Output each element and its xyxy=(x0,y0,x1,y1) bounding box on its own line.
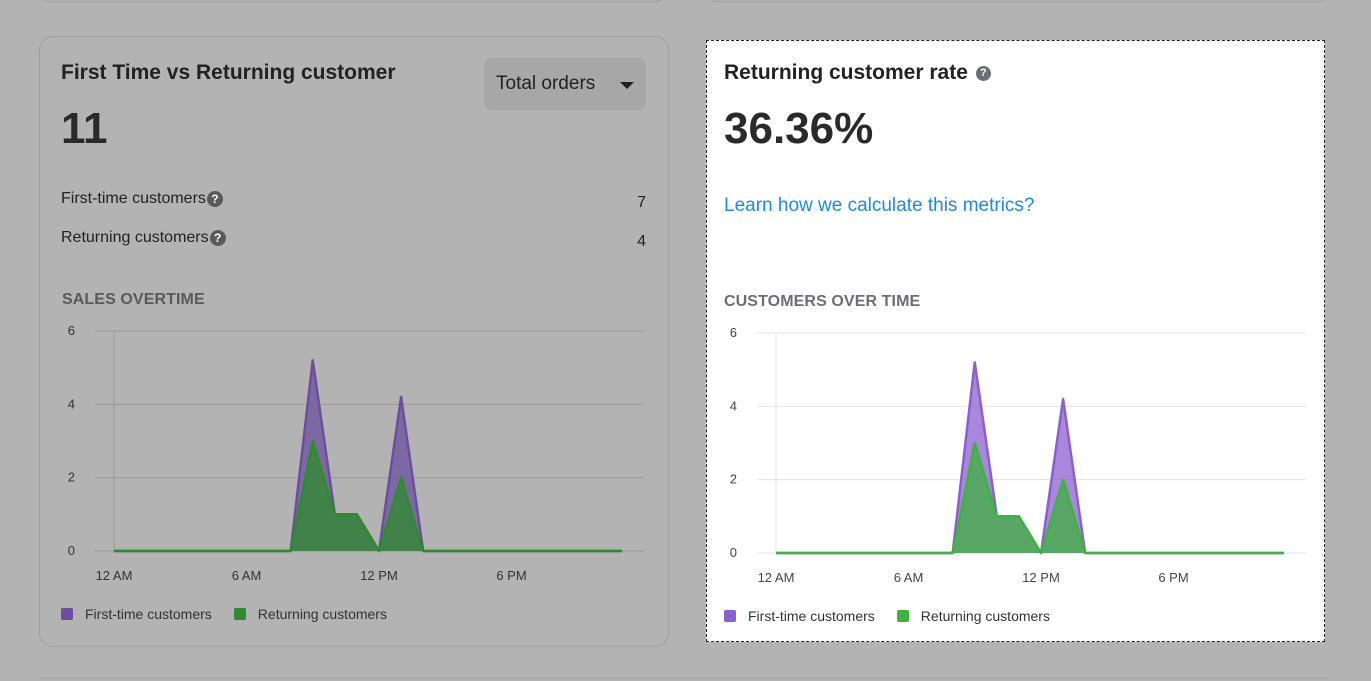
x-tick-label: 6 PM xyxy=(1158,570,1188,585)
help-icon[interactable]: ? xyxy=(209,230,226,246)
x-tick-label: 12 PM xyxy=(360,568,398,583)
series-line xyxy=(114,439,622,553)
legend-label: Returning customers xyxy=(257,606,387,622)
rate-title-text: Returning customer rate xyxy=(724,61,968,84)
card-title: First Time vs Returning customer xyxy=(61,61,396,84)
returning-rate-value: 36.36% xyxy=(724,104,874,153)
legend-item-first-time[interactable]: First-time customers xyxy=(61,606,212,622)
first-time-customers-label: First-time customers ? xyxy=(61,190,223,208)
y-tick-label: 6 xyxy=(68,323,75,338)
y-tick-label: 4 xyxy=(730,398,737,413)
help-icon[interactable]: ? xyxy=(975,65,991,81)
rate-title: Returning customer rate ? xyxy=(724,61,991,85)
x-tick-label: 12 PM xyxy=(1022,570,1060,585)
legend-item-returning[interactable]: Returning customers xyxy=(233,606,387,622)
legend-swatch xyxy=(724,610,736,622)
legend-label: First-time customers xyxy=(85,606,212,622)
legend-swatch xyxy=(61,608,73,620)
x-tick-label: 6 PM xyxy=(496,568,526,583)
series-line xyxy=(776,441,1284,555)
sales-chart-legend: First-time customers Returning customers xyxy=(61,606,409,622)
help-icon[interactable]: ? xyxy=(206,191,223,207)
row-label-text: Returning customers xyxy=(61,229,209,246)
x-tick-label: 6 AM xyxy=(232,568,262,583)
first-time-customers-value: 7 xyxy=(637,194,646,211)
row-label-text: First-time customers xyxy=(61,190,206,207)
legend-swatch xyxy=(233,608,246,620)
y-tick-label: 0 xyxy=(730,545,737,560)
previous-card-left xyxy=(40,0,666,2)
previous-card-right xyxy=(706,0,1328,2)
next-card-edge xyxy=(40,678,1328,679)
dropdown-label: Total orders xyxy=(496,73,596,94)
customers-over-time-chart: 0 2 4 6 12 AM 6 AM 12 PM 6 PM xyxy=(730,325,1306,585)
returning-customers-value: 4 xyxy=(637,233,646,250)
returning-customers-label: Returning customers ? xyxy=(61,229,226,247)
y-tick-label: 0 xyxy=(68,543,75,558)
y-tick-label: 2 xyxy=(68,470,75,485)
total-orders-value: 11 xyxy=(61,104,108,153)
legend-label: Returning customers xyxy=(920,608,1050,624)
legend-label: First-time customers xyxy=(748,608,875,624)
legend-swatch xyxy=(896,610,909,622)
customers-over-time-heading: CUSTOMERS OVER TIME xyxy=(724,293,921,310)
legend-item-first-time[interactable]: First-time customers xyxy=(724,608,875,624)
caret-down-icon xyxy=(620,81,634,89)
sales-overtime-heading: SALES OVERTIME xyxy=(62,291,205,308)
metric-dropdown[interactable]: Total orders xyxy=(484,58,646,110)
legend-item-returning[interactable]: Returning customers xyxy=(896,608,1050,624)
series-area xyxy=(114,360,622,551)
y-tick-label: 2 xyxy=(730,472,737,487)
series-line xyxy=(114,359,622,553)
sales-overtime-chart: 0 2 4 6 12 AM 6 AM 12 PM 6 PM xyxy=(68,323,644,583)
x-tick-label: 6 AM xyxy=(894,570,924,585)
customers-chart-legend: First-time customers Returning customers xyxy=(724,608,1072,624)
series-area xyxy=(776,362,1284,553)
y-tick-label: 4 xyxy=(68,396,75,411)
x-tick-label: 12 AM xyxy=(96,568,133,583)
series-line xyxy=(776,361,1284,555)
x-tick-label: 12 AM xyxy=(758,570,795,585)
learn-metrics-link[interactable]: Learn how we calculate this metrics? xyxy=(724,195,1035,216)
y-tick-label: 6 xyxy=(730,325,737,340)
